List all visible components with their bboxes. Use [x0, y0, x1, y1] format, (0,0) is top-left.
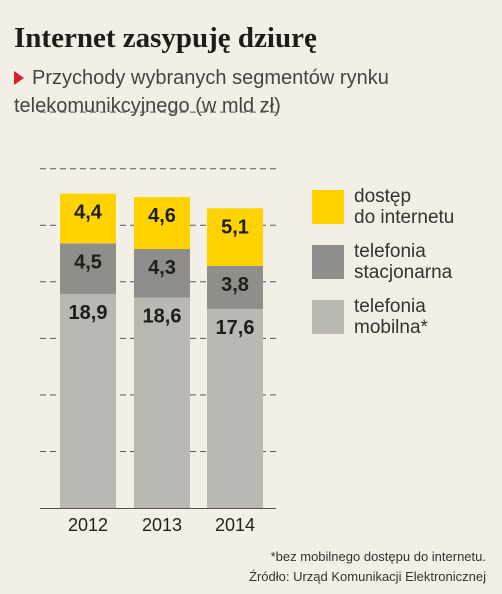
source-note: Źródło: Urząd Komunikacji Elektronicznej	[249, 569, 486, 584]
data-label: 18,9	[69, 302, 108, 324]
bar-segment	[134, 196, 190, 250]
data-label: 4,4	[74, 202, 103, 224]
data-label: 18,6	[143, 306, 182, 328]
bar-segment	[207, 208, 263, 266]
bar-segment	[207, 308, 263, 508]
data-label: 4,6	[148, 205, 176, 227]
legend-swatch-fixed	[312, 245, 344, 279]
bar-segment	[60, 243, 116, 295]
data-label: 17,6	[216, 317, 255, 339]
chart-subtitle: Przychody wybranych segmentów rynku tele…	[14, 64, 484, 120]
x-tick-label: 2013	[142, 515, 182, 535]
chart-subtitle-text: Przychody wybranych segmentów rynku tele…	[14, 67, 389, 117]
x-tick-label: 2014	[215, 515, 255, 535]
bar-segment	[60, 193, 116, 244]
bar-segment	[134, 297, 190, 508]
data-label: 4,5	[74, 251, 102, 273]
bar-segment	[60, 294, 116, 508]
legend-label-mobile: telefonia mobilna*	[354, 296, 428, 338]
chart-title: Internet zasypuję dziurę	[14, 22, 317, 54]
footnote: *bez mobilnego dostępu do internetu.	[270, 549, 486, 564]
legend-swatch-mobile	[312, 300, 344, 334]
legend-swatch-internet	[312, 190, 344, 224]
legend-label-internet: dostęp do internetu	[354, 186, 455, 228]
data-label: 5,1	[221, 216, 249, 238]
bar-segment	[134, 249, 190, 298]
x-tick-label: 2012	[68, 515, 108, 535]
bar-segment	[207, 265, 263, 309]
legend-label-fixed: telefonia stacjonarna	[354, 241, 453, 283]
data-label: 4,3	[148, 257, 176, 279]
red-triangle-icon	[14, 71, 24, 85]
data-label: 3,8	[221, 274, 249, 296]
